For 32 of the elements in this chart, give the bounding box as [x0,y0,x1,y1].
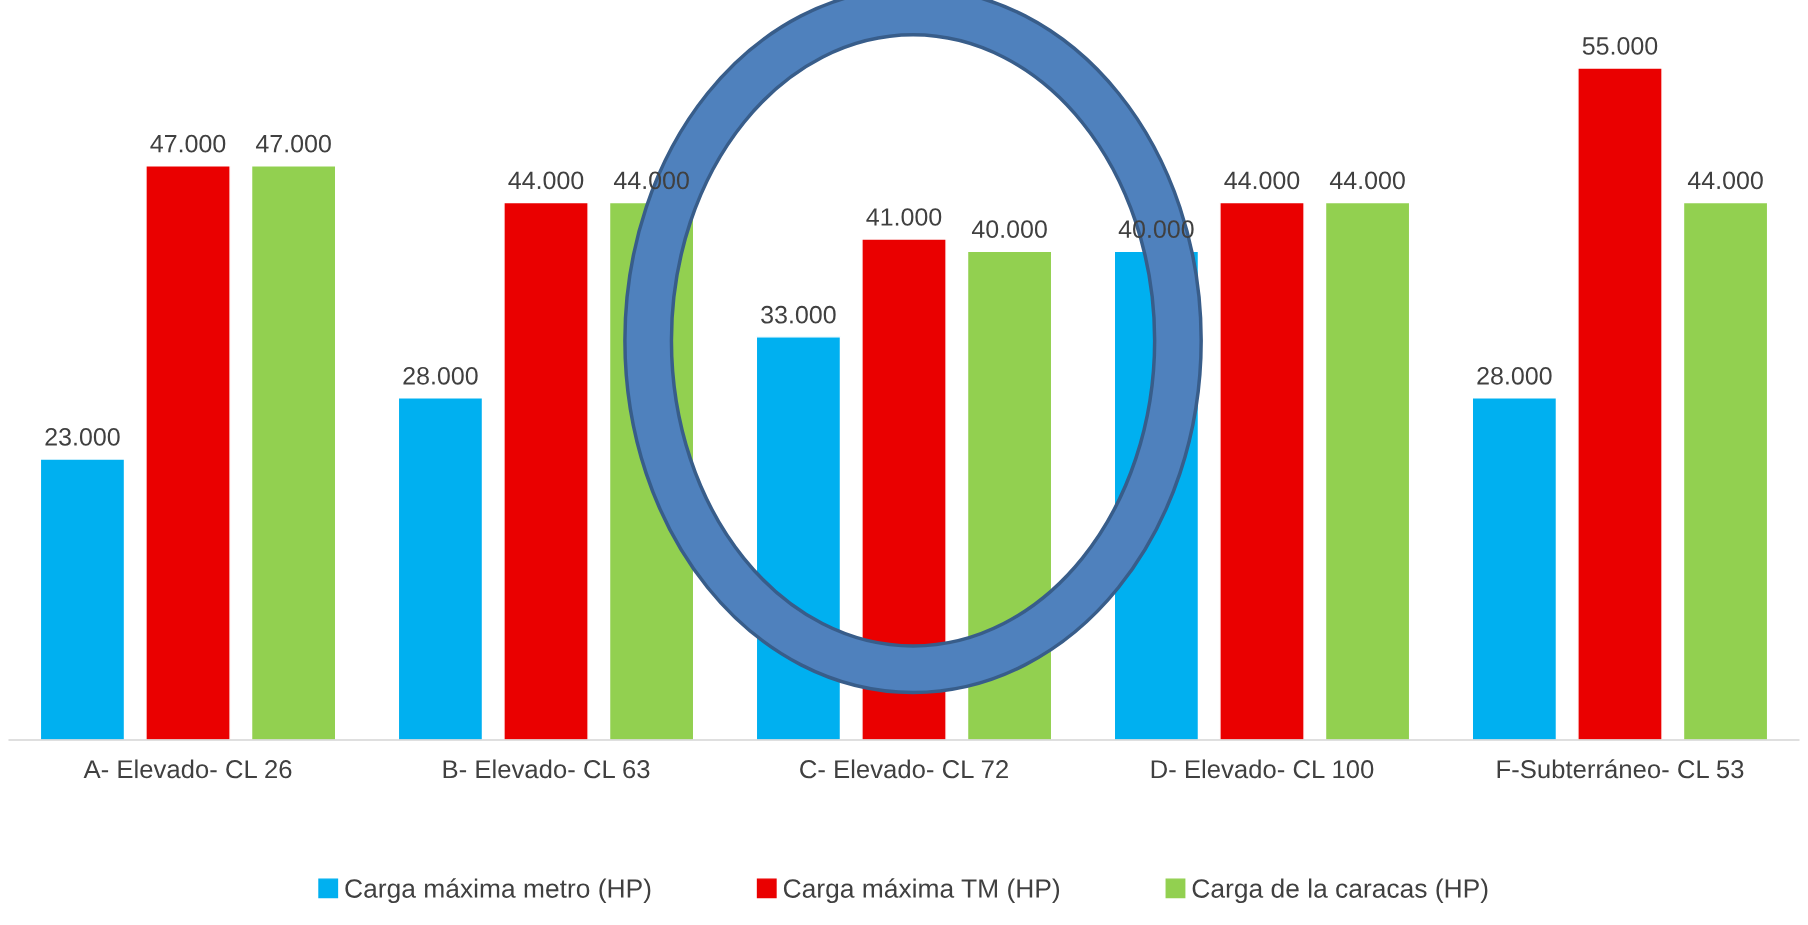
x-tick-label: C- Elevado- CL 72 [800,759,1008,779]
data-label: 41.000 [866,208,942,226]
bar [145,165,231,740]
data-label: 23.000 [45,428,120,446]
x-tick-label: F-Subterráneo- CL 53 [1497,759,1744,779]
data-label: 44.000 [1329,171,1405,190]
legend-label: Carga máxima metro (HP) [345,878,651,904]
data-label: 33.000 [761,305,836,324]
bar [1324,201,1411,740]
data-label: 28.000 [403,366,478,385]
bar [397,397,484,740]
data-label: 28.000 [1477,366,1552,385]
data-label: 47.000 [150,134,226,153]
x-tick-label: A- Elevado- CL 26 [83,759,292,779]
data-label: 47.000 [255,134,331,153]
bar [861,238,947,740]
x-tick-label: D- Elevado- CL 100 [1151,759,1374,779]
bar [1471,397,1558,740]
bar [250,165,337,740]
bar [1682,201,1769,740]
data-label: 40.000 [971,220,1047,239]
x-tick-label: B- Elevado- CL 63 [443,759,650,779]
data-label: 55.000 [1582,37,1658,55]
bar [503,201,589,740]
bar [1577,67,1663,740]
bar [39,458,126,740]
bar [1219,201,1305,740]
legend-label: Carga de la caracas (HP) [1192,878,1488,904]
data-label: 44.000 [508,171,584,190]
data-label: 44.000 [1224,171,1300,190]
data-label: 44.000 [1687,171,1763,190]
legend-label: Carga máxima TM (HP) [783,878,1060,904]
